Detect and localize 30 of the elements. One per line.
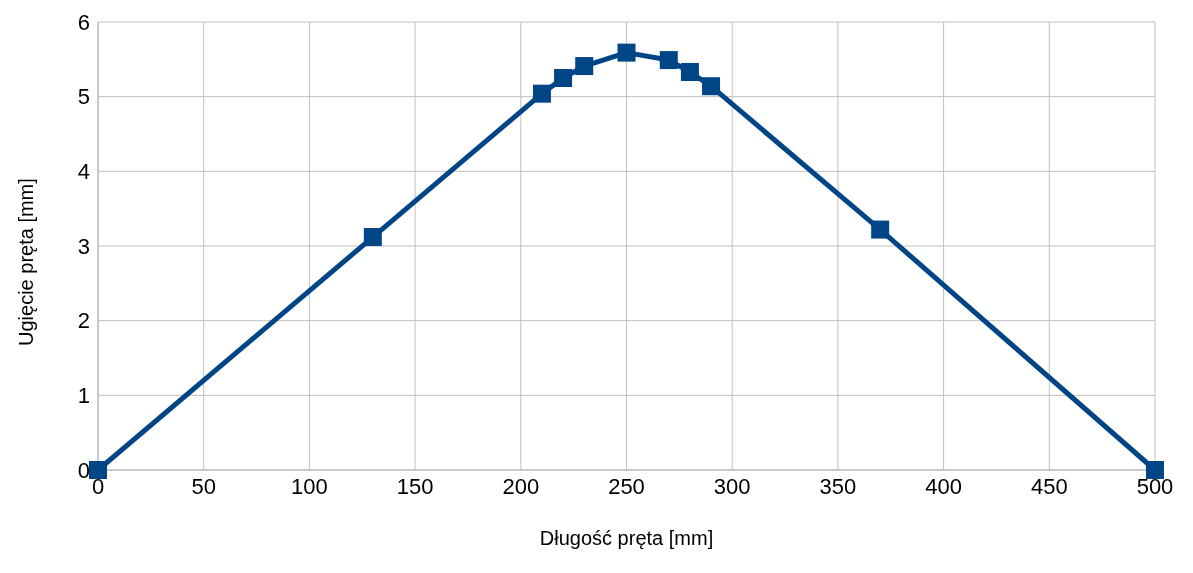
x-tick-label: 250 <box>608 473 645 499</box>
y-tick-label: 5 <box>77 84 90 110</box>
x-tick-label: 450 <box>1030 473 1068 499</box>
point <box>702 77 721 96</box>
x-tick-label: 50 <box>191 473 216 499</box>
point <box>575 57 594 76</box>
point <box>89 461 107 479</box>
x-tick-label: 100 <box>291 473 328 499</box>
point <box>532 84 551 103</box>
y-tick-label: 4 <box>77 159 90 185</box>
point <box>617 43 636 62</box>
x-tick-label: 200 <box>502 473 540 499</box>
x-tick-label: 500 <box>1136 473 1174 499</box>
x-tick-label: 400 <box>925 473 962 499</box>
x-tick-label: 150 <box>396 473 434 499</box>
point <box>659 51 678 70</box>
y-axis-title: Ugięcie pręta [mm] <box>15 178 38 346</box>
y-tick-label: 1 <box>77 383 90 409</box>
x-axis-title: Długość pręta [mm] <box>539 527 714 549</box>
x-tick-label: 350 <box>819 473 857 499</box>
point <box>554 69 573 87</box>
point <box>680 63 699 82</box>
point <box>1146 461 1164 479</box>
x-tick-label: 300 <box>713 473 751 499</box>
y-tick-label: 0 <box>77 457 90 483</box>
y-tick-label: 2 <box>77 308 90 334</box>
y-tick-label: 6 <box>77 9 90 35</box>
y-tick-label: 3 <box>77 233 90 259</box>
point <box>871 220 890 239</box>
point <box>363 228 382 247</box>
